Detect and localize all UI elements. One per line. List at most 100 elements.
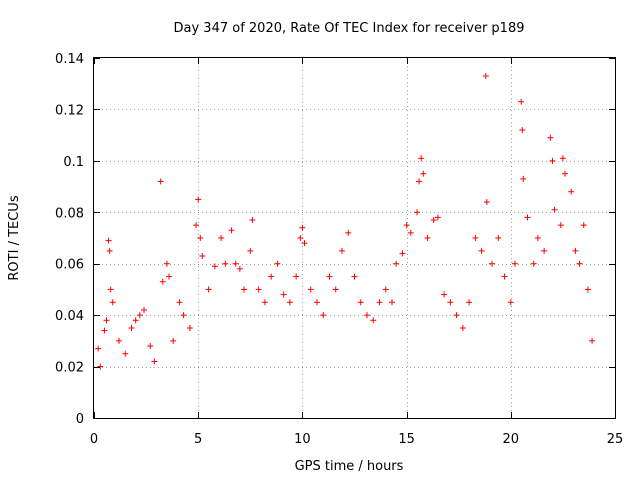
y-tick-label: 0.1 xyxy=(63,155,84,170)
data-point xyxy=(393,260,400,267)
data-point xyxy=(357,299,364,306)
data-point xyxy=(261,299,268,306)
plot-frame xyxy=(93,57,616,419)
data-point xyxy=(106,247,113,254)
data-point xyxy=(205,286,212,293)
data-point xyxy=(228,227,235,234)
x-tick-label: 0 xyxy=(90,432,98,447)
data-point xyxy=(166,273,173,280)
data-point xyxy=(351,273,358,280)
data-points xyxy=(95,73,596,370)
data-point xyxy=(297,235,304,241)
data-point xyxy=(211,263,218,270)
data-point xyxy=(170,337,177,344)
data-point xyxy=(518,98,525,105)
x-tick-label: 10 xyxy=(294,432,311,447)
data-point xyxy=(128,325,135,331)
data-point xyxy=(286,299,293,306)
data-point xyxy=(268,273,275,280)
data-point xyxy=(157,178,164,185)
data-point xyxy=(420,170,427,177)
x-tick-labels: 0 5 10 15 20 25 xyxy=(90,432,623,447)
data-point xyxy=(561,170,568,177)
y-tick-label: 0.04 xyxy=(55,309,84,324)
data-point xyxy=(495,235,502,241)
data-point xyxy=(501,273,508,280)
data-point xyxy=(441,291,448,298)
data-point xyxy=(376,299,383,306)
data-point xyxy=(320,312,327,319)
data-point xyxy=(414,209,421,216)
data-point xyxy=(559,155,566,162)
data-point xyxy=(97,363,104,370)
data-point xyxy=(418,155,425,162)
y-tick-label: 0.06 xyxy=(55,258,84,273)
data-point xyxy=(307,286,314,293)
data-point xyxy=(293,273,300,280)
data-point xyxy=(101,327,108,334)
data-point xyxy=(180,312,187,319)
data-point xyxy=(478,247,485,254)
data-point xyxy=(141,307,148,313)
data-point xyxy=(424,235,431,241)
data-point xyxy=(447,299,454,306)
data-point xyxy=(326,273,333,280)
data-point xyxy=(416,178,423,185)
data-point xyxy=(519,127,526,133)
data-point xyxy=(241,286,248,293)
data-point xyxy=(132,317,139,324)
data-point xyxy=(459,325,466,331)
data-point xyxy=(434,214,441,221)
data-point xyxy=(549,157,556,164)
data-point xyxy=(116,337,123,344)
data-point xyxy=(482,73,489,79)
data-point xyxy=(557,222,564,229)
y-tick-label: 0.02 xyxy=(55,361,84,376)
data-point xyxy=(511,260,518,267)
data-point xyxy=(95,345,102,352)
data-point xyxy=(136,312,143,319)
data-point xyxy=(534,235,541,241)
data-point xyxy=(255,286,262,293)
data-point xyxy=(589,337,596,344)
x-axis-label: GPS time / hours xyxy=(295,459,404,474)
x-tick-label: 15 xyxy=(398,432,415,447)
data-point xyxy=(247,247,254,254)
data-point xyxy=(122,350,129,357)
data-point xyxy=(466,299,473,306)
data-point xyxy=(530,260,537,267)
data-point xyxy=(159,278,166,285)
data-point xyxy=(163,260,170,267)
data-point xyxy=(520,175,527,182)
data-point xyxy=(222,260,229,267)
data-point xyxy=(572,247,579,254)
data-point xyxy=(370,317,377,324)
data-point xyxy=(382,286,389,293)
y-tick-label: 0.14 xyxy=(55,52,84,67)
data-point xyxy=(389,299,396,306)
data-point xyxy=(399,250,406,257)
data-point xyxy=(176,299,183,306)
x-tick-label: 20 xyxy=(503,432,520,447)
x-tick-label: 5 xyxy=(194,432,202,447)
y-axis-label: ROTI / TECUs xyxy=(7,195,22,280)
data-point xyxy=(584,286,591,293)
data-point xyxy=(147,343,154,349)
data-point xyxy=(193,222,200,229)
data-point xyxy=(107,286,114,293)
data-point xyxy=(218,235,225,241)
chart-title: Day 347 of 2020, Rate Of TEC Index for r… xyxy=(174,21,525,36)
data-point xyxy=(199,253,206,259)
y-tick-labels: 0 0.02 0.04 0.06 0.08 0.1 0.12 0.14 xyxy=(55,52,84,427)
data-point xyxy=(232,260,239,267)
data-point xyxy=(507,299,514,306)
data-point xyxy=(568,188,575,195)
data-point xyxy=(332,286,339,293)
data-point xyxy=(105,237,112,244)
grid-lines xyxy=(94,58,615,418)
data-point xyxy=(249,217,256,223)
data-point xyxy=(551,206,558,213)
data-point xyxy=(483,199,490,205)
data-point xyxy=(547,134,554,141)
data-point xyxy=(186,325,193,331)
